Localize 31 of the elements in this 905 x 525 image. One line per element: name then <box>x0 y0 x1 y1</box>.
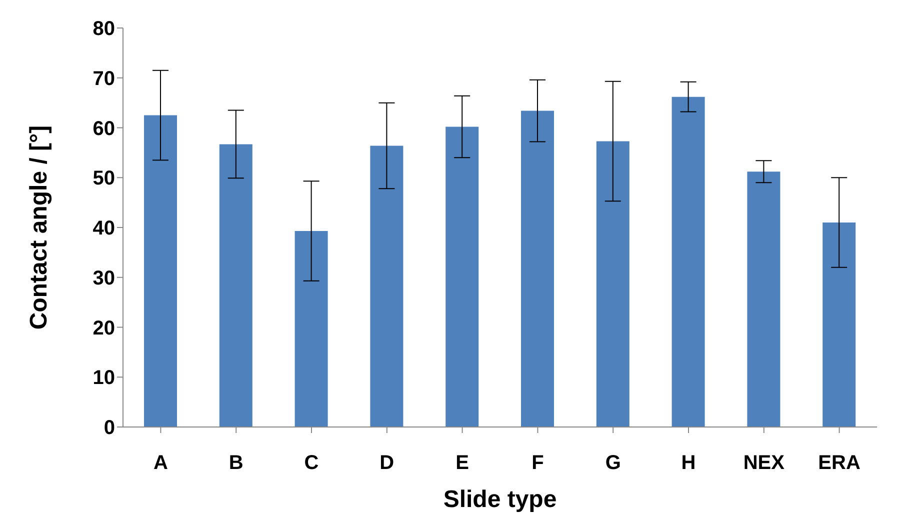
x-tick-label: B <box>228 452 244 474</box>
x-tick-label: C <box>304 452 319 474</box>
bar <box>219 144 252 427</box>
y-tick-label: 40 <box>92 218 115 240</box>
bar <box>144 115 177 427</box>
y-tick-label: 70 <box>92 68 115 90</box>
x-tick-label: G <box>605 452 621 474</box>
bar <box>370 146 404 427</box>
x-axis-title: Slide type <box>443 486 557 513</box>
y-tick-label: 50 <box>92 168 115 190</box>
bar <box>446 126 479 427</box>
y-tick-label: 20 <box>92 317 115 340</box>
x-tick-label: F <box>532 452 544 474</box>
y-tick-label: 60 <box>92 118 115 140</box>
bar <box>294 230 328 427</box>
x-tick-label: H <box>681 452 696 474</box>
x-tick-label: ERA <box>818 452 860 474</box>
bar <box>747 172 780 427</box>
y-axis-title: Contact angle / [°] <box>26 125 53 330</box>
y-tick-label: 0 <box>104 417 115 440</box>
bar <box>672 96 705 427</box>
y-tick-label: 80 <box>92 18 115 40</box>
bar <box>822 222 856 427</box>
x-tick-label: NEX <box>743 452 786 474</box>
y-tick-label: 10 <box>92 367 115 390</box>
x-tick-label: E <box>456 452 469 474</box>
y-tick-label: 30 <box>92 267 115 290</box>
x-tick-label: A <box>153 452 168 474</box>
bar <box>596 141 630 427</box>
bar <box>521 110 554 427</box>
x-tick-label: D <box>380 452 394 474</box>
